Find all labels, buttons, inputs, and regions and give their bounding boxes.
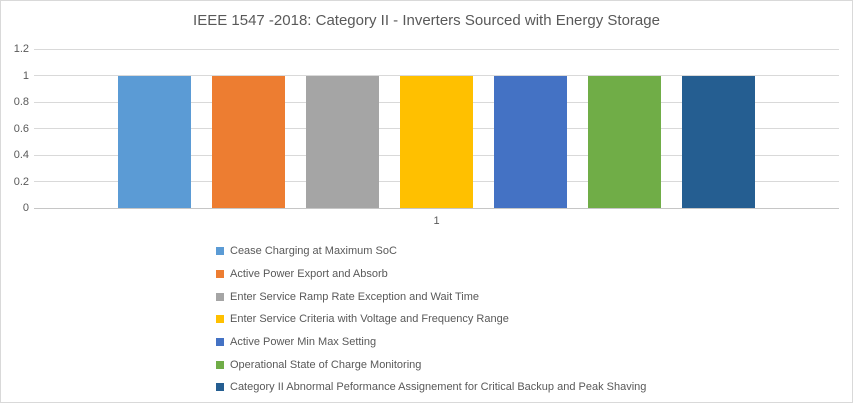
plot-area[interactable] [34,48,839,209]
y-tick-label: 0.8 [13,96,29,108]
bar-series-2[interactable] [212,75,285,208]
legend-item-3[interactable]: Enter Service Ramp Rate Exception and Wa… [216,285,646,308]
x-axis-line [34,207,839,209]
legend-label: Cease Charging at Maximum SoC [230,245,397,258]
legend-swatch [216,247,224,256]
y-tick-label: 0.2 [13,175,29,188]
y-tick-label: 1.2 [13,43,29,55]
bar-series-6[interactable] [588,75,661,208]
bar-series-4[interactable] [400,75,473,208]
x-axis-category-label: 1 [433,215,440,227]
legend-label: Enter Service Ramp Rate Exception and Wa… [230,290,480,303]
legend-item-4[interactable]: Enter Service Criteria with Voltage and … [216,308,646,331]
legend-swatch [216,292,224,301]
bar-series-5[interactable] [494,75,567,208]
legend-swatch [216,360,224,369]
y-tick-label: 1 [22,69,29,82]
legend-label: Category II Abnormal Peformance Assignem… [230,381,647,394]
legend-swatch [216,315,224,324]
gridline [34,48,839,50]
bar-series-7[interactable] [682,75,755,208]
legend-swatch [216,383,224,392]
legend-item-2[interactable]: Active Power Export and Absorb [216,263,646,286]
y-tick-label: 0.4 [13,149,29,161]
legend-label: Active Power Min Max Setting [230,336,377,349]
legend-item-6[interactable]: Operational State of Charge Monitoring [216,353,646,376]
bar-series-1[interactable] [118,75,191,208]
legend: Cease Charging at Maximum SoC Active Powe… [216,240,646,399]
legend-item-7[interactable]: Category II Abnormal Peformance Assignem… [216,376,646,399]
legend-item-5[interactable]: Active Power Min Max Setting [216,331,646,354]
y-axis: 0 0.2 0.4 0.6 0.8 1 1.2 [1,1,29,402]
legend-label: Enter Service Criteria with Voltage and … [230,313,509,326]
chart-title[interactable]: IEEE 1547 -2018: Category II - Inverters… [193,12,660,29]
legend-label: Active Power Export and Absorb [230,268,388,281]
y-tick-label: 0.6 [13,122,29,135]
y-tick-label: 0 [22,202,29,214]
legend-swatch [216,338,224,347]
legend-swatch [216,270,224,279]
legend-label: Operational State of Charge Monitoring [230,358,422,371]
bar-series-3[interactable] [306,75,379,208]
legend-item-1[interactable]: Cease Charging at Maximum SoC [216,240,646,263]
